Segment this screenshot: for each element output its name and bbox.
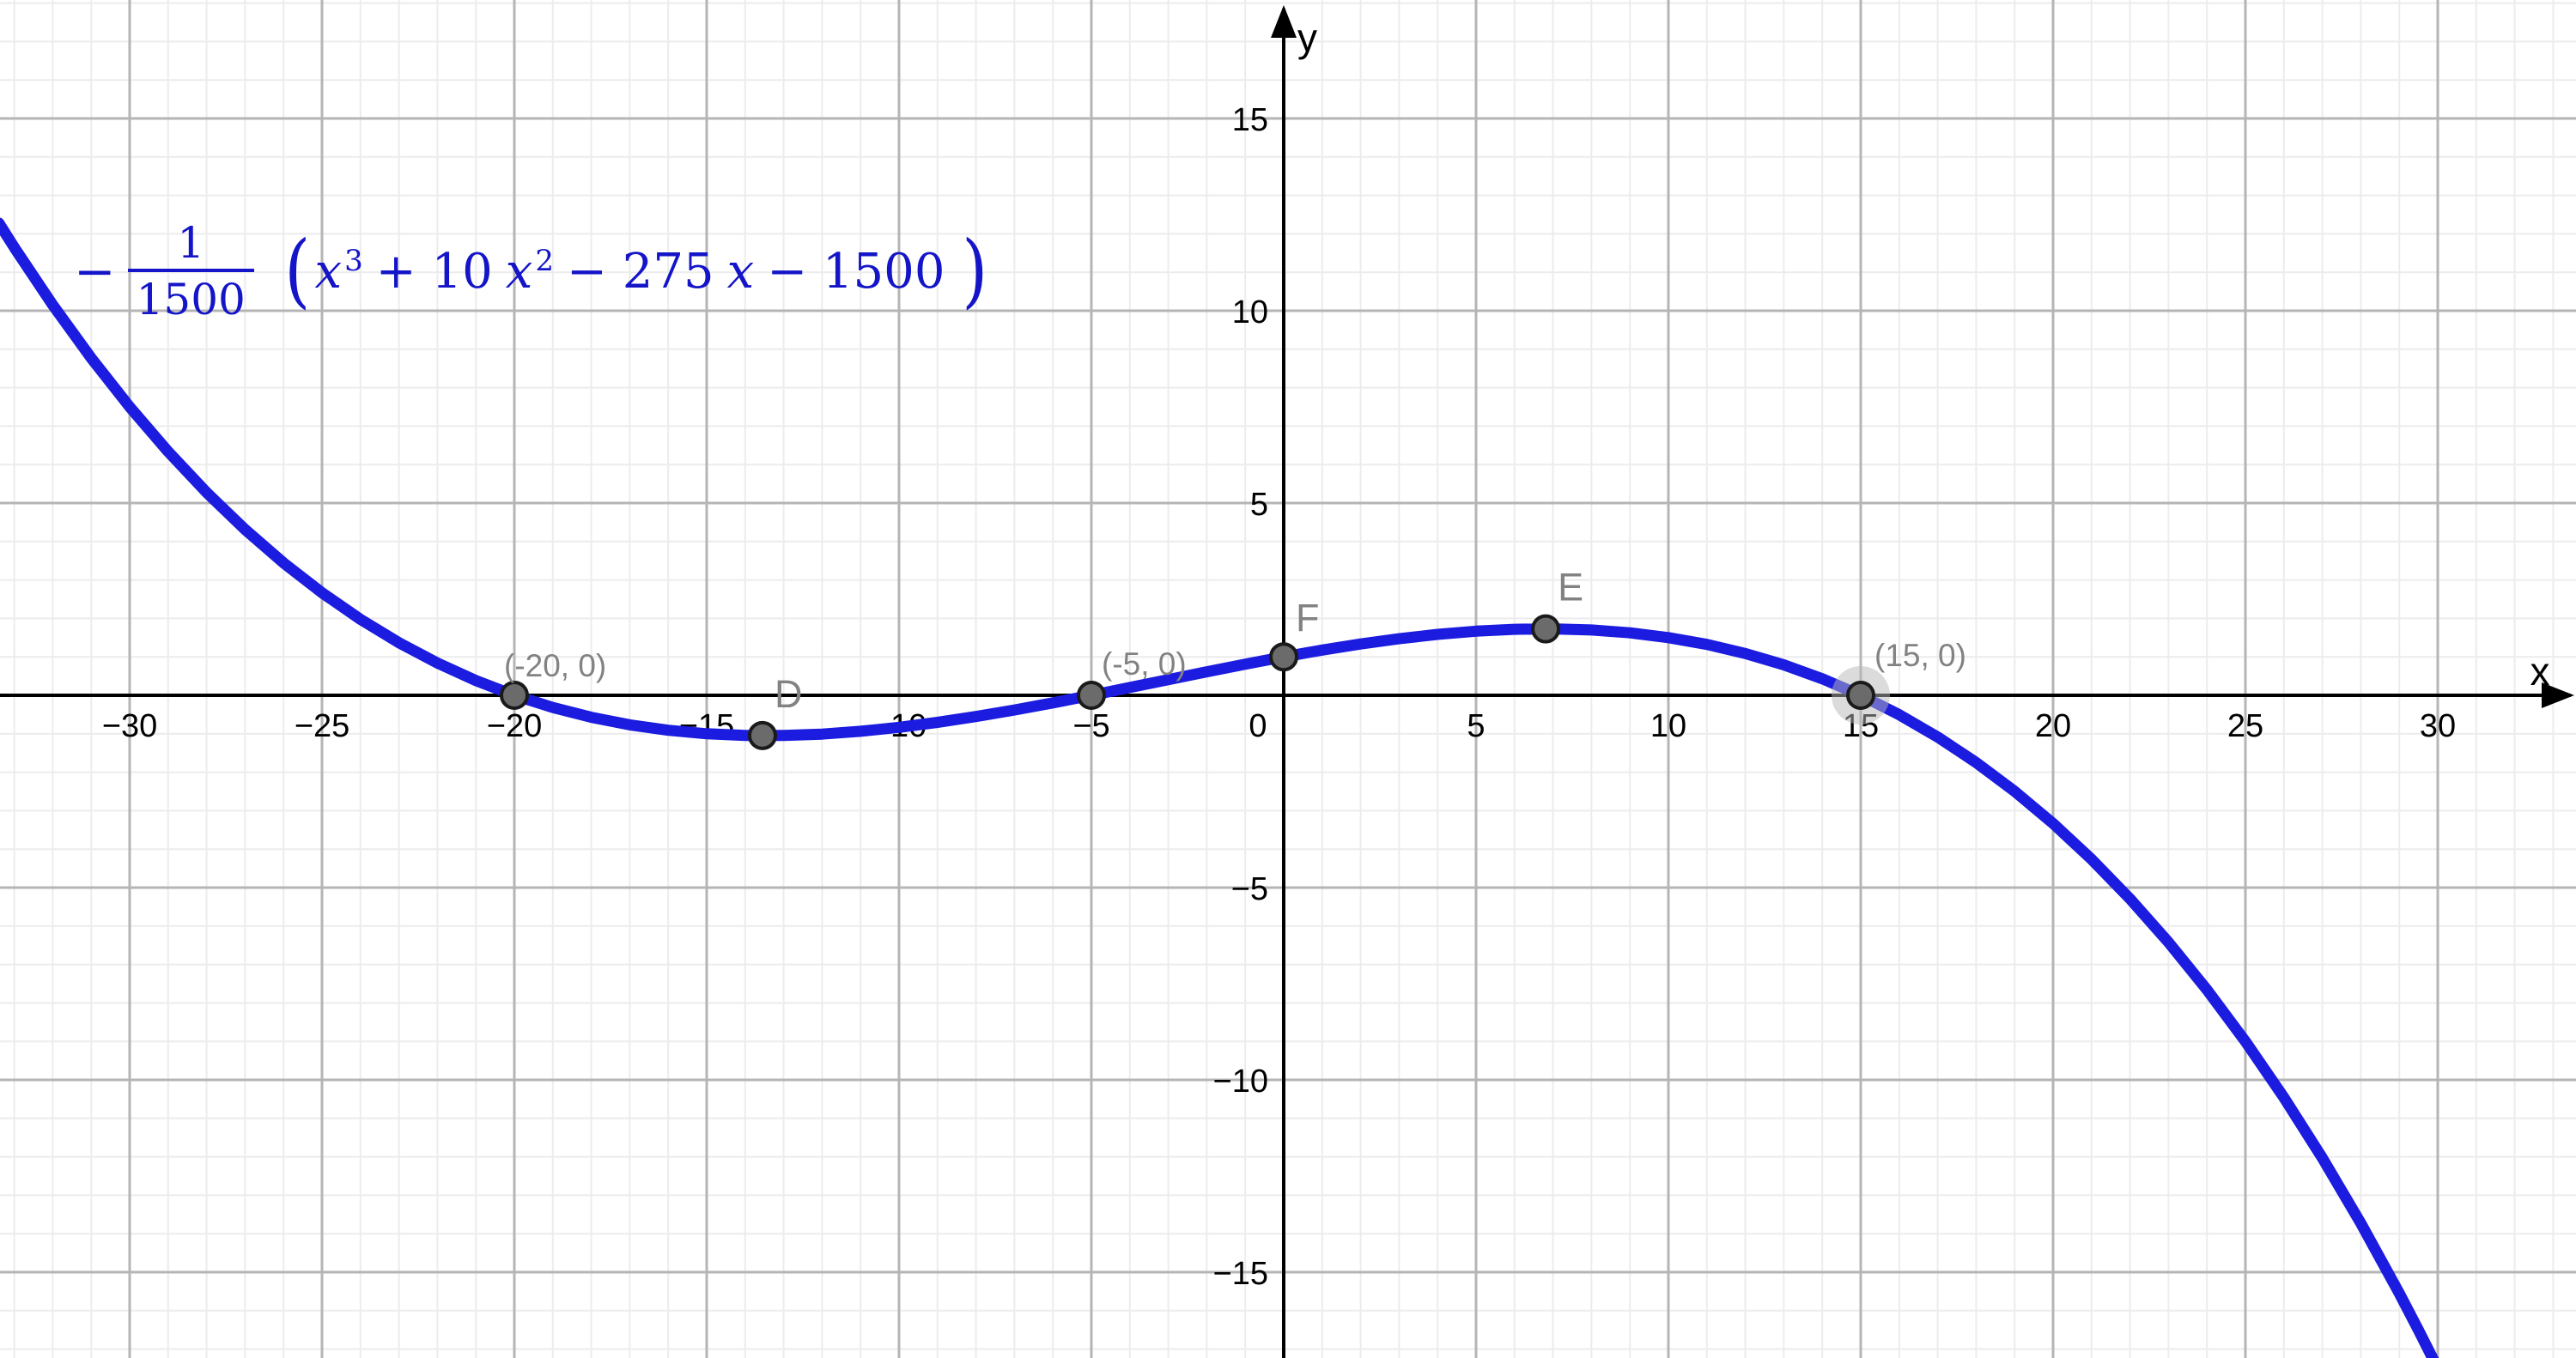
formula-minus-sign: − [74, 242, 116, 300]
point-label-root-neg20: (-20, 0) [504, 648, 606, 683]
y-tick-label: 5 [1250, 487, 1268, 523]
formula-term2-op: + 10 [375, 243, 493, 300]
point-label-root-neg5: (-5, 0) [1102, 646, 1187, 682]
x-tick-label: −30 [102, 708, 157, 744]
formula-fraction: 1 1500 [127, 217, 254, 323]
formula-numerator: 1 [177, 217, 205, 268]
x-tick-label: 10 [1650, 708, 1686, 744]
x-tick-label: 25 [2227, 708, 2263, 744]
x-tick-label: −20 [487, 708, 542, 744]
point-root-neg20[interactable] [500, 681, 529, 710]
x-tick-label: 0 [1249, 708, 1267, 744]
y-tick-label: −10 [1213, 1064, 1268, 1100]
point-e[interactable] [1531, 614, 1561, 644]
point-label-e: E [1558, 566, 1583, 609]
x-tick-label: 5 [1467, 708, 1485, 744]
y-tick-label: 15 [1232, 102, 1268, 138]
formula-exp-3: 3 [344, 243, 363, 278]
formula-close-paren: ) [962, 224, 988, 318]
point-d[interactable] [747, 720, 777, 750]
formula-body: x3 + 10 x2− 275 x − 1500 [315, 244, 958, 300]
y-tick-label: −15 [1213, 1256, 1268, 1292]
y-axis-label: y [1297, 15, 1317, 60]
function-formula-label[interactable]: − 1 1500 ( x3 + 10 x2− 275 x − 1500 ) [74, 216, 993, 326]
point-root-15[interactable] [1846, 681, 1875, 710]
formula-x3: x [726, 243, 755, 300]
x-tick-label: −25 [295, 708, 349, 744]
point-label-d: D [775, 672, 803, 716]
y-axis-arrow-icon [1271, 5, 1297, 38]
point-f[interactable] [1269, 642, 1298, 672]
formula-denominator: 1500 [127, 269, 254, 323]
formula-term4: − 1500 [767, 243, 945, 300]
formula-x1: x [314, 243, 343, 300]
x-tick-label: −5 [1072, 708, 1109, 744]
point-root-neg5[interactable] [1077, 681, 1106, 710]
formula-exp-2: 2 [535, 243, 554, 278]
x-tick-label: 30 [2420, 708, 2456, 744]
formula-open-paren: ( [284, 224, 311, 318]
point-label-f: F [1296, 596, 1320, 640]
y-tick-label: 10 [1232, 294, 1268, 330]
formula-term3-op: − 275 [567, 243, 714, 300]
point-label-root-15: (15, 0) [1874, 638, 1966, 673]
x-axis-arrow-icon [2542, 682, 2574, 708]
x-axis-label: x [2530, 649, 2550, 694]
formula-x2: x [505, 243, 533, 300]
y-tick-label: −5 [1231, 871, 1268, 907]
function-curve[interactable] [0, 217, 2439, 1358]
x-tick-label: 20 [2035, 708, 2071, 744]
